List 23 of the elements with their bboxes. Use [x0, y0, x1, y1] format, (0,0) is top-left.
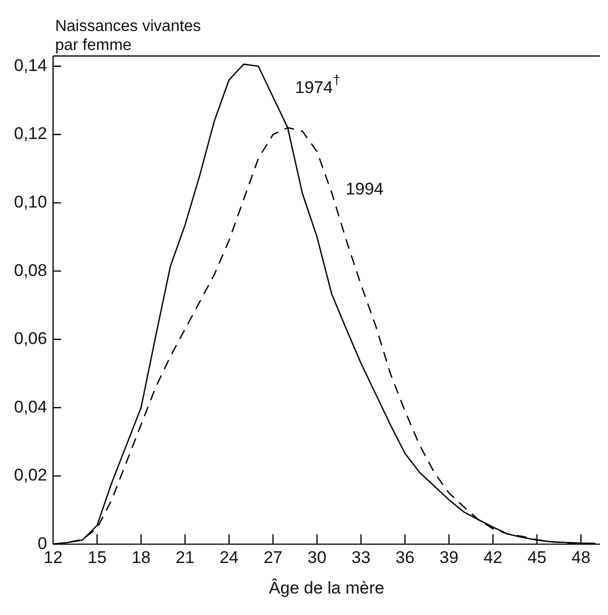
y-tick-label: 0,02	[14, 466, 48, 485]
series-label: 1994	[346, 180, 384, 199]
y-axis-title: Naissances vivantes par femme	[55, 18, 201, 54]
y-tick-label: 0,10	[14, 192, 48, 212]
y-tick-label: 0,04	[14, 397, 48, 416]
x-tick-label: 39	[440, 548, 458, 568]
x-tick-label: 33	[352, 548, 370, 568]
y-tick-label: 0,12	[14, 124, 48, 144]
x-axis-title: Âge de la mère	[268, 578, 384, 598]
x-tick-label: 24	[220, 548, 238, 568]
y-tick-label: 0,06	[14, 329, 48, 348]
x-tick-label: 15	[88, 548, 107, 568]
x-tick-label: 42	[484, 548, 502, 568]
y-tick-label: 0,14	[14, 56, 48, 75]
y-tick-label: 0,08	[14, 260, 48, 280]
x-tick-label: 18	[132, 548, 151, 568]
x-tick-label: 21	[176, 548, 195, 568]
series-label: 1974†	[295, 72, 340, 97]
x-tick-label: 45	[527, 548, 546, 568]
x-tick-label: 27	[264, 548, 282, 568]
x-tick-label: 30	[308, 548, 326, 568]
x-tick-label: 36	[396, 548, 414, 568]
x-tick-label: 48	[571, 548, 590, 568]
